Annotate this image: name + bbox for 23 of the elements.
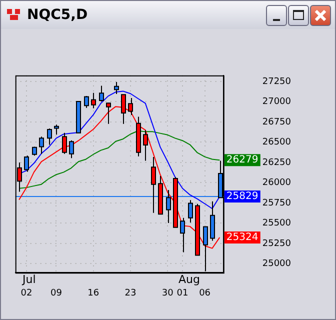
data-label: 25324 (226, 232, 258, 244)
x-tick-label: 02 (20, 288, 32, 298)
x-tick-label: 16 (88, 288, 100, 298)
annotation: Jul (22, 272, 36, 286)
y-tick-label: 26500 (262, 138, 292, 148)
y-tick-label: 27250 (262, 76, 292, 87)
x-tick-label: 09 (50, 288, 62, 298)
x-tick-label: 23 (124, 288, 136, 298)
y-tick-label: 26250 (262, 158, 292, 168)
x-tick-label: 30 (162, 288, 174, 298)
y-tick-label: 25000 (262, 259, 292, 270)
annotation: Aug (178, 272, 200, 286)
chart-title: NQC5,D (27, 7, 88, 23)
data-label: 26279 (226, 154, 258, 166)
y-tick-label: 25500 (262, 218, 292, 229)
y-tick-label: 25250 (262, 238, 292, 249)
y-tick-label: 27000 (262, 97, 292, 108)
x-tick-label: 06 (199, 288, 211, 298)
y-tick-label: 26000 (262, 178, 292, 188)
y-tick-label: 25750 (262, 198, 292, 208)
x-tick-label: 01 (176, 288, 188, 298)
data-label: 25829 (226, 191, 258, 202)
y-tick-label: 26750 (262, 117, 292, 128)
